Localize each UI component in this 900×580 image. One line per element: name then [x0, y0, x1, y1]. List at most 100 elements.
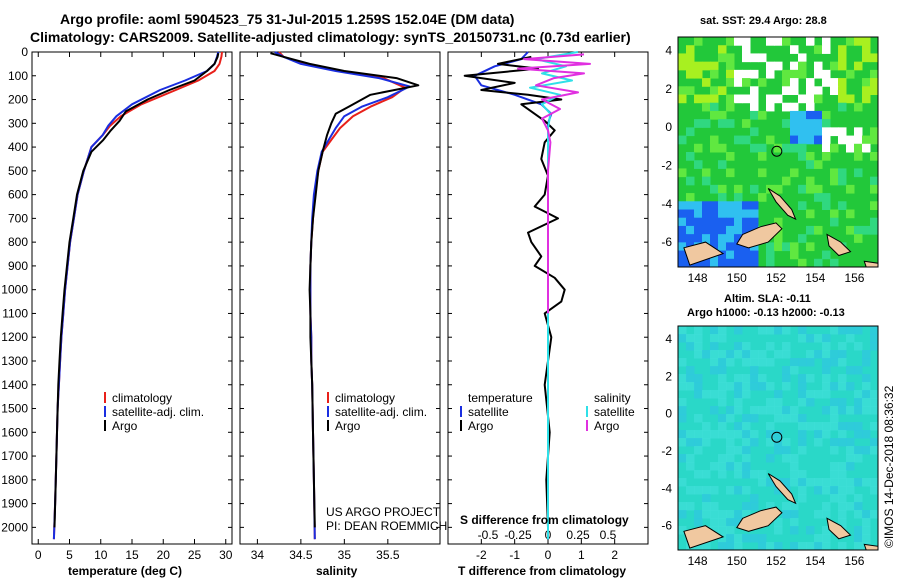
g-map2-cell: [718, 422, 727, 431]
g-map2-cell: [718, 390, 727, 399]
g-map2-cell: [798, 430, 807, 439]
g-map1-cell: [782, 242, 791, 252]
g-map2-cell: [742, 430, 751, 439]
diff-xtick-label: 0: [545, 548, 552, 562]
diff-legend-temp-sat-label: satellite: [468, 405, 509, 419]
g-map2-cell: [742, 414, 751, 423]
g-map2-cell: [822, 374, 831, 383]
g-map1-cell: [862, 135, 871, 145]
g-map1-cell: [782, 86, 791, 95]
g-map1-cell: [726, 119, 735, 128]
g-map1-cell: [806, 242, 815, 252]
g-map1-cell: [806, 160, 815, 169]
diff-legend-temperature-title: temperature: [468, 391, 533, 405]
g-map1-cell: [798, 69, 807, 79]
g-map1-cell: [838, 135, 847, 145]
g-map1-cell: [790, 127, 799, 137]
g-map2-lat-tick-label: 2: [665, 369, 672, 383]
g-map2-cell: [686, 342, 695, 351]
g-map1-cell: [702, 61, 711, 71]
g-map1-cell: [862, 37, 871, 46]
g-map1-cell: [782, 102, 791, 112]
g-map1-cell: [702, 217, 711, 227]
diff-legend-temp-argo-label: Argo: [468, 419, 494, 433]
g-map1-cell: [678, 217, 687, 227]
g-map1-cell: [766, 242, 775, 252]
g-map1-cell: [710, 234, 719, 243]
temp-series-climatology: [52, 51, 223, 540]
depth-tick-label: 1500: [1, 402, 28, 416]
g-map1-cell: [798, 152, 807, 161]
g-map1-cell: [726, 242, 735, 252]
g-map2-land: [736, 506, 783, 532]
g-map1-cell: [678, 168, 687, 178]
g-map1-cell: [686, 225, 695, 235]
imos-timestamp: ©IMOS 14-Dec-2018 08:36:32: [882, 385, 896, 548]
g-map2-cell: [790, 414, 799, 423]
g-map1-cell: [838, 61, 847, 71]
g-map2-cell: [686, 462, 695, 471]
g-map2-cell: [870, 478, 879, 487]
g-map1-cell: [734, 209, 743, 219]
g-map2-cell: [710, 462, 719, 471]
g-map1-cell: [862, 143, 871, 153]
g-map2-cell: [726, 430, 735, 439]
g-map2-cell: [790, 470, 799, 479]
g-map1-cell: [742, 37, 751, 46]
g-map1-lon-tick-label: 156: [844, 271, 864, 285]
g-map2-cell: [790, 406, 799, 415]
sal-series-argo: [270, 52, 420, 528]
g-map1-cell: [750, 143, 759, 153]
g-map1-cell: [774, 61, 783, 71]
g-map1-cell: [806, 135, 815, 145]
g-map1-cell: [734, 69, 743, 79]
g-map1-cell: [718, 201, 727, 210]
g-map1-cell: [686, 201, 695, 210]
g-map1-cell: [694, 143, 703, 153]
diff-xtick-label: -1: [509, 548, 520, 562]
g-map1-cell: [726, 152, 735, 161]
g-map1-cell: [694, 258, 703, 268]
g-map1-cell: [774, 234, 783, 243]
g-map1-cell: [766, 69, 775, 79]
sla-map-frame: [677, 325, 879, 551]
g-map1-cell: [710, 110, 719, 120]
g-map2-cell: [718, 414, 727, 423]
g-map2-cell: [758, 542, 767, 551]
g-map2-lat-tick-label: -4: [661, 481, 672, 495]
g-map1-cell: [854, 61, 863, 71]
g-map2-cell: [718, 334, 727, 343]
g-map1-cell: [790, 110, 799, 120]
g-map1-cell: [838, 102, 847, 112]
g-map1-cell: [750, 184, 759, 194]
g-map2-cell: [726, 382, 735, 391]
g-map2-cell: [822, 526, 831, 535]
g-map1-cell: [782, 78, 791, 87]
g-map1-land: [736, 222, 783, 249]
depth-tick-label: 1000: [1, 283, 28, 297]
g-map2-cell: [750, 414, 759, 423]
g-map2-cell: [694, 438, 703, 447]
g-map2-cell: [742, 438, 751, 447]
g-map2-cell: [870, 326, 879, 335]
g-map1-cell: [814, 61, 823, 71]
depth-tick-label: 1400: [1, 378, 28, 392]
temperature-legend: climatology satellite-adj. clim. Argo: [104, 391, 204, 433]
g-map1-cell: [734, 234, 743, 243]
g-map2-cell: [734, 398, 743, 407]
g-map2-cell: [854, 390, 863, 399]
g-map1-cell: [838, 176, 847, 186]
g-map1-cell: [766, 258, 775, 268]
g-map2-cell: [822, 342, 831, 351]
g-map1-cell: [702, 201, 711, 210]
g-map2-cell: [726, 462, 735, 471]
g-map1-cell: [742, 225, 751, 235]
g-map1-lat-tick-label: 4: [665, 43, 672, 57]
salinity-legend: climatology satellite-adj. clim. Argo: [327, 391, 427, 433]
g-map1-cell: [790, 86, 799, 95]
diff-series-salinity-argo: [517, 53, 591, 314]
g-map2-lon-tick-label: 156: [844, 554, 864, 568]
g-map1-cell: [838, 94, 847, 104]
g-map1-cell: [718, 209, 727, 219]
g-map2-cell: [774, 414, 783, 423]
